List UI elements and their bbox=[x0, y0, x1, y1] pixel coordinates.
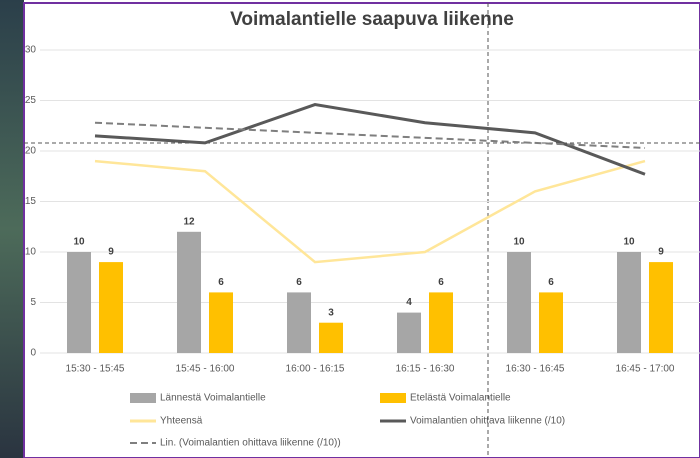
x-tick-label: 16:15 - 16:30 bbox=[396, 364, 455, 375]
data-label: 10 bbox=[73, 237, 85, 248]
legend-swatch bbox=[130, 393, 156, 403]
bar bbox=[617, 252, 641, 353]
legend-label: Yhteensä bbox=[160, 416, 203, 427]
bar bbox=[539, 292, 563, 353]
page: {"chart_data": {"type": "bar", "title": … bbox=[0, 0, 700, 458]
bar bbox=[319, 323, 343, 353]
bar bbox=[649, 262, 673, 353]
data-label: 9 bbox=[658, 247, 664, 258]
legend-label: Voimalantien ohittava liikenne (/10) bbox=[410, 416, 565, 427]
background-photo bbox=[0, 0, 24, 458]
bar bbox=[429, 292, 453, 353]
data-label: 3 bbox=[328, 307, 334, 318]
screenshot: Voimalantielle saapuva liikenne 0 5 10 15 20… bbox=[0, 0, 700, 458]
data-label: 6 bbox=[548, 277, 554, 288]
bar bbox=[507, 252, 531, 353]
y-tick-label: 10 bbox=[25, 247, 37, 258]
bar bbox=[287, 292, 311, 353]
legend-label: Etelästä Voimalantielle bbox=[410, 393, 511, 404]
data-label: 10 bbox=[513, 237, 525, 248]
data-label: 9 bbox=[108, 247, 114, 258]
legend-swatch bbox=[380, 393, 406, 403]
data-label: 6 bbox=[438, 277, 444, 288]
x-tick-label: 16:00 - 16:15 bbox=[286, 364, 345, 375]
y-tick-label: 20 bbox=[25, 146, 37, 157]
data-label: 10 bbox=[623, 237, 635, 248]
y-tick-label: 30 bbox=[25, 45, 37, 56]
bar bbox=[67, 252, 91, 353]
legend-label: Lin. (Voimalantien ohittava liikenne (/1… bbox=[160, 438, 341, 449]
data-label: 6 bbox=[218, 277, 224, 288]
x-tick-label: 16:45 - 17:00 bbox=[616, 364, 675, 375]
x-tick-label: 15:45 - 16:00 bbox=[176, 364, 235, 375]
bar bbox=[209, 292, 233, 353]
bar bbox=[99, 262, 123, 353]
bar bbox=[177, 232, 201, 353]
chart-frame bbox=[24, 3, 700, 458]
chart-title: Voimalantielle saapuva liikenne bbox=[230, 9, 514, 30]
x-tick-label: 16:30 - 16:45 bbox=[506, 364, 565, 375]
data-label: 12 bbox=[183, 216, 195, 227]
y-tick-label: 5 bbox=[30, 297, 36, 308]
legend-label: Lännestä Voimalantielle bbox=[160, 393, 266, 404]
y-tick-label: 15 bbox=[25, 196, 37, 207]
x-tick-label: 15:30 - 15:45 bbox=[66, 364, 125, 375]
y-tick-label: 25 bbox=[25, 95, 37, 106]
data-label: 4 bbox=[406, 297, 412, 308]
y-tick-label: 0 bbox=[30, 348, 36, 359]
data-label: 6 bbox=[296, 277, 302, 288]
bar bbox=[397, 313, 421, 353]
